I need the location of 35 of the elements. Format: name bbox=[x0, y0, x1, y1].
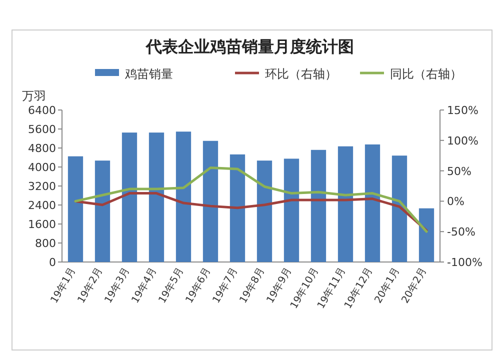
bar bbox=[392, 156, 408, 262]
y2-tick-label: 100% bbox=[447, 134, 478, 148]
bar bbox=[122, 132, 138, 262]
y-tick-label: 2400 bbox=[28, 199, 56, 212]
bar bbox=[230, 154, 246, 262]
legend-label: 同比（右轴） bbox=[390, 67, 462, 81]
y-tick-label: 4800 bbox=[28, 142, 56, 155]
bar bbox=[68, 156, 84, 262]
line-series bbox=[74, 192, 428, 232]
bar bbox=[364, 144, 380, 262]
y-tick-label: 4000 bbox=[28, 161, 56, 174]
y2-tick-label: 50% bbox=[447, 164, 472, 178]
bar bbox=[202, 140, 218, 262]
bar bbox=[148, 132, 164, 262]
bar bbox=[310, 150, 326, 262]
bar bbox=[284, 158, 300, 262]
bar bbox=[176, 132, 192, 262]
y2-tick-label: -100% bbox=[447, 256, 482, 269]
bar bbox=[94, 160, 110, 262]
bar bbox=[338, 146, 354, 262]
chart-title: 代表企业鸡苗销量月度统计图 bbox=[145, 37, 354, 56]
line-series bbox=[74, 166, 428, 233]
y-tick-label: 3200 bbox=[28, 180, 56, 193]
bar bbox=[256, 160, 272, 262]
y2-tick-label: 150% bbox=[447, 104, 478, 117]
bar bbox=[418, 208, 434, 262]
y-axis-title: 万羽 bbox=[22, 89, 46, 103]
legend-label: 鸡苗销量 bbox=[124, 67, 173, 81]
y-tick-label: 6400 bbox=[28, 104, 56, 117]
y-tick-label: 800 bbox=[35, 237, 56, 250]
y-tick-label: 1600 bbox=[28, 218, 56, 231]
y2-tick-label: 0% bbox=[447, 195, 464, 208]
y2-tick-label: -50% bbox=[447, 226, 476, 239]
y-tick-label: 5600 bbox=[28, 123, 56, 136]
legend-label: 环比（右轴） bbox=[265, 67, 337, 81]
